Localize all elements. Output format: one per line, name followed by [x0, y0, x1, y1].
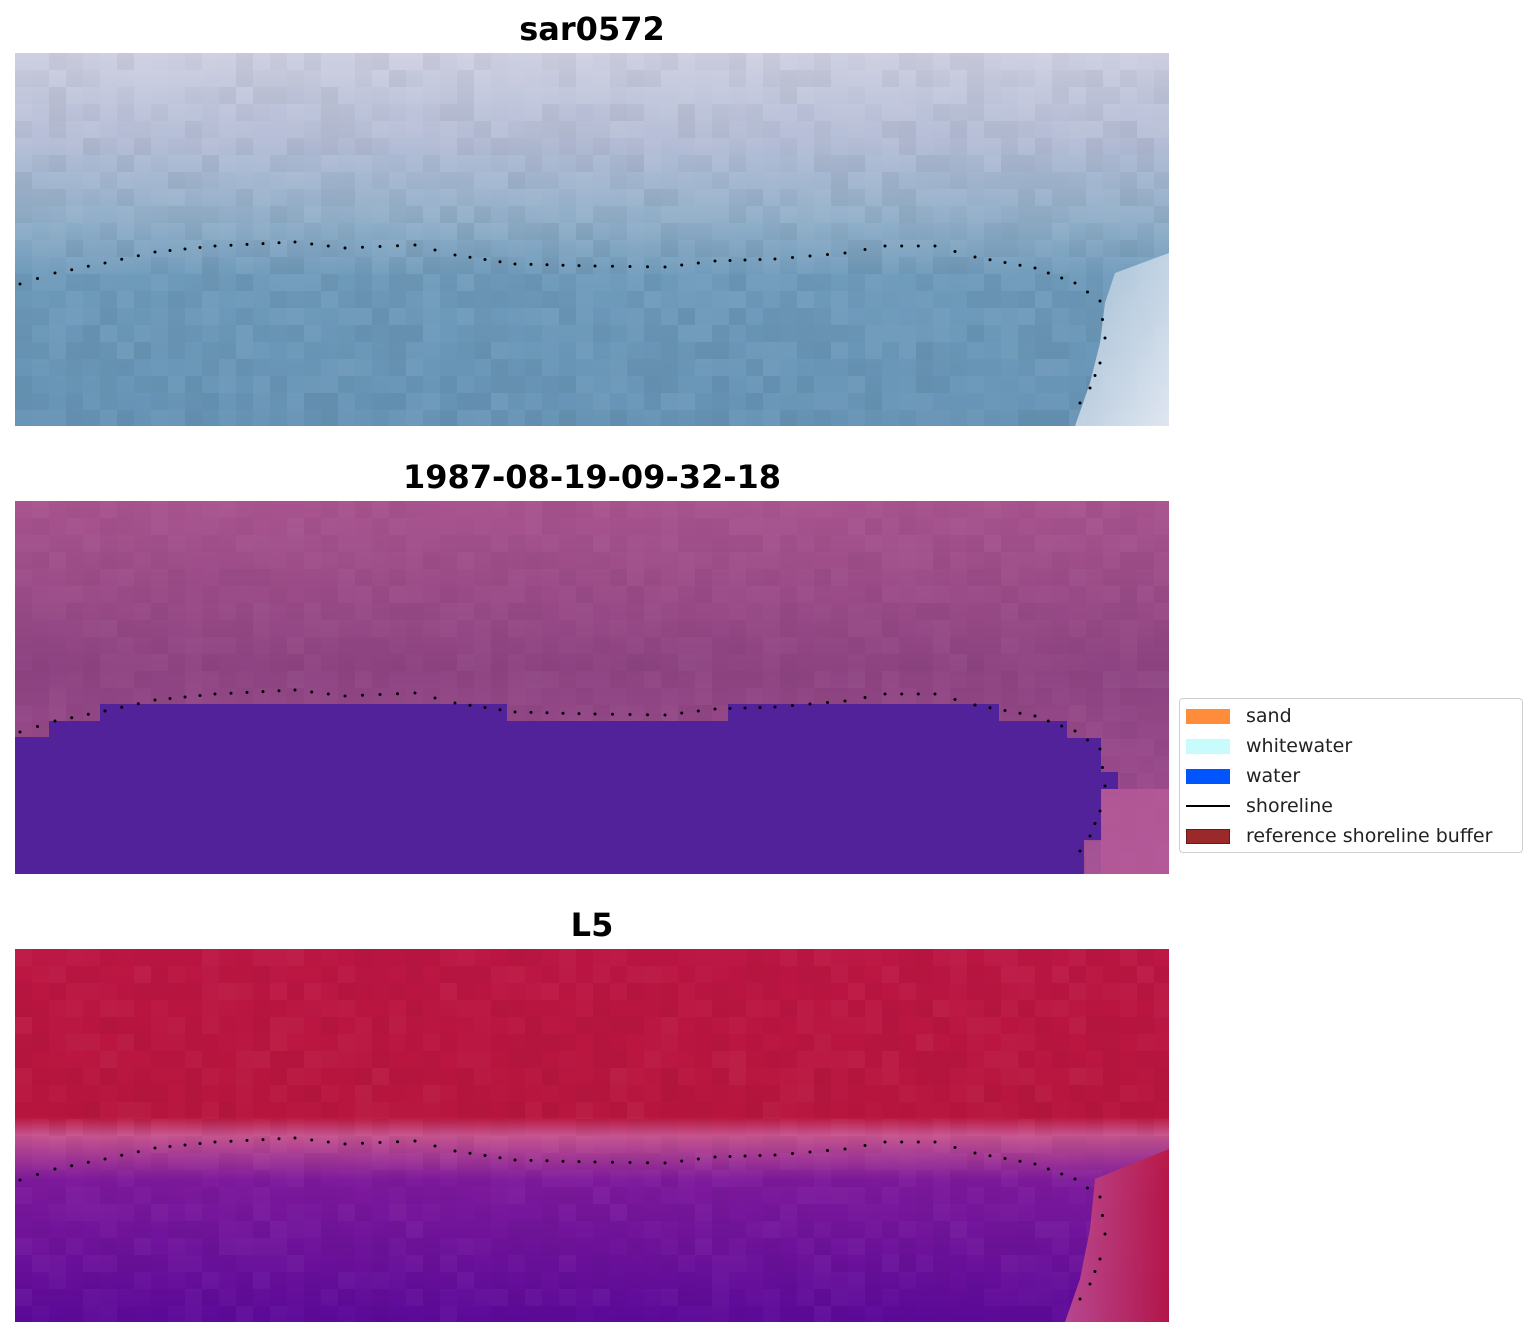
shoreline-swatch — [1186, 805, 1230, 807]
panel-title-2: 1987-08-19-09-32-18 — [402, 458, 782, 496]
water-class-region — [15, 704, 1118, 874]
legend-item-reference-shoreline-buffer: reference shoreline buffer — [1186, 824, 1492, 848]
whitewater-swatch — [1186, 738, 1230, 754]
sand-swatch — [1186, 708, 1230, 724]
legend: sand whitewater water shoreline referenc… — [1179, 698, 1523, 853]
legend-item-whitewater: whitewater — [1186, 734, 1352, 758]
reference-shoreline-buffer-swatch — [1186, 828, 1230, 844]
rgb-image-panel — [15, 53, 1169, 426]
panel-title-1: sar0572 — [519, 10, 665, 48]
classified-image — [15, 501, 1169, 874]
shoreline-points — [18, 688, 1107, 853]
legend-item-sand: sand — [1186, 704, 1292, 728]
classified-image-panel — [15, 501, 1169, 874]
legend-item-shoreline: shoreline — [1186, 794, 1333, 818]
index-image-panel — [15, 949, 1169, 1322]
shoreline-points — [18, 240, 1107, 405]
rgb-image — [15, 53, 1169, 426]
shoreline-points — [18, 1136, 1107, 1301]
water-swatch — [1186, 768, 1230, 784]
legend-item-water: water — [1186, 764, 1300, 788]
panel-title-3: L5 — [570, 906, 614, 944]
index-image — [15, 949, 1169, 1322]
